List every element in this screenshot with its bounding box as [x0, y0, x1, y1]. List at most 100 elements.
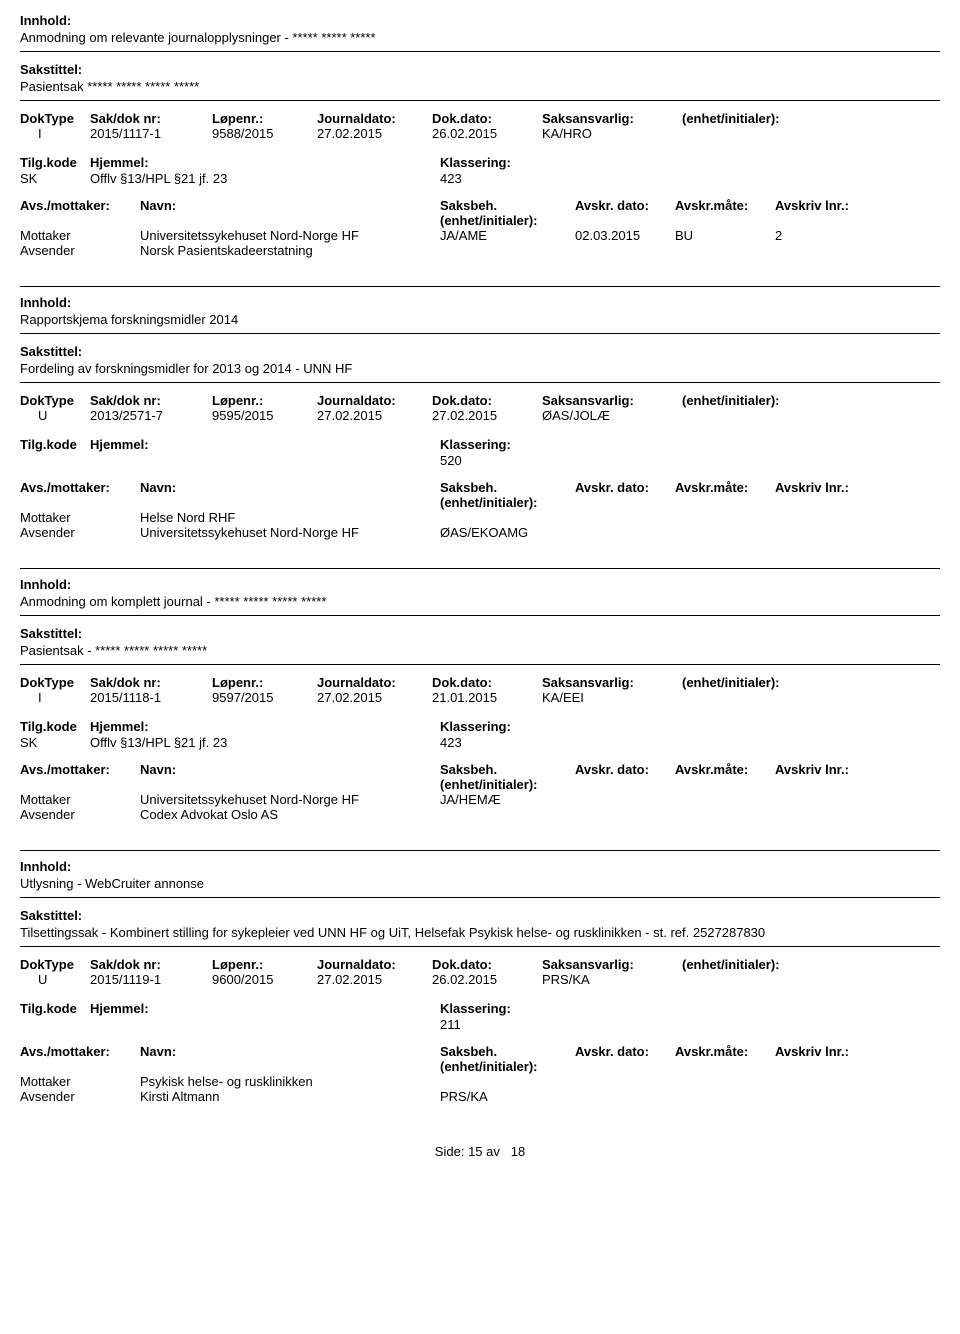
divider	[20, 897, 940, 898]
dokdato-value: 26.02.2015	[432, 126, 542, 141]
party-header-row: Avs./mottaker:Navn:Saksbeh. (enhet/initi…	[20, 1044, 940, 1074]
doktype-value: I	[20, 690, 90, 705]
dokdato-header: Dok.dato:	[432, 957, 542, 972]
hjemmel-header: Hjemmel:	[90, 437, 440, 452]
meta-data-row: I2015/1117-19588/201527.02.201526.02.201…	[20, 126, 940, 141]
party-code	[440, 1074, 575, 1089]
avsmottaker-header: Avs./mottaker:	[20, 480, 140, 510]
saksansvarlig-header: Saksansvarlig:	[542, 675, 682, 690]
hjemmel-value	[90, 1017, 440, 1032]
avsmottaker-header: Avs./mottaker:	[20, 762, 140, 792]
classification-data-row: SKOfflv §13/HPL §21 jf. 23423	[20, 171, 940, 186]
klassering-header: Klassering:	[440, 437, 640, 452]
page-number: 15	[468, 1144, 482, 1159]
party-date	[575, 807, 675, 822]
party-num	[775, 1074, 825, 1089]
party-bu	[675, 525, 775, 540]
party-num: 2	[775, 228, 825, 243]
avskrivlnr-header: Avskriv lnr.:	[775, 1044, 875, 1074]
divider	[20, 615, 940, 616]
party-num	[775, 807, 825, 822]
enhet-value	[682, 690, 852, 705]
divider	[20, 51, 940, 52]
party-name: Codex Advokat Oslo AS	[140, 807, 440, 822]
sakstittel-label: Sakstittel:	[20, 62, 940, 77]
journaldato-value: 27.02.2015	[317, 408, 432, 423]
party-num	[775, 525, 825, 540]
party-header-row: Avs./mottaker:Navn:Saksbeh. (enhet/initi…	[20, 762, 940, 792]
tilgkode-value: SK	[20, 171, 90, 186]
party-bu	[675, 807, 775, 822]
avskrdato-header: Avskr. dato:	[575, 198, 675, 228]
party-name: Helse Nord RHF	[140, 510, 440, 525]
meta-data-row: I2015/1118-19597/201527.02.201521.01.201…	[20, 690, 940, 705]
sakstittel-value: Pasientsak ***** ***** ***** *****	[20, 79, 940, 94]
party-bu: BU	[675, 228, 775, 243]
saksansvarlig-header: Saksansvarlig:	[542, 957, 682, 972]
doktype-header: DokType	[20, 957, 90, 972]
tilgkode-header: Tilg.kode	[20, 719, 90, 734]
enhet-header: (enhet/initialer):	[682, 675, 852, 690]
party-num	[775, 792, 825, 807]
avskrivlnr-header: Avskriv lnr.:	[775, 762, 875, 792]
party-role: Avsender	[20, 1089, 140, 1104]
innhold-label: Innhold:	[20, 859, 940, 874]
saksansvarlig-value: KA/EEI	[542, 690, 682, 705]
divider	[20, 333, 940, 334]
divider	[20, 100, 940, 101]
sakstittel-label: Sakstittel:	[20, 626, 940, 641]
saksbeh-header: Saksbeh. (enhet/initialer):	[440, 1044, 575, 1074]
meta-header-row: DokTypeSak/dok nr:Løpenr.:Journaldato:Do…	[20, 957, 940, 972]
meta-header-row: DokTypeSak/dok nr:Løpenr.:Journaldato:Do…	[20, 675, 940, 690]
party-header-row: Avs./mottaker:Navn:Saksbeh. (enhet/initi…	[20, 198, 940, 228]
party-data-row: AvsenderKirsti AltmannPRS/KA	[20, 1089, 940, 1104]
classification-header-row: Tilg.kodeHjemmel:Klassering:	[20, 155, 940, 170]
party-date	[575, 510, 675, 525]
saksansvarlig-header: Saksansvarlig:	[542, 111, 682, 126]
party-data-row: AvsenderUniversitetssykehuset Nord-Norge…	[20, 525, 940, 540]
divider	[20, 946, 940, 947]
classification-header-row: Tilg.kodeHjemmel:Klassering:	[20, 437, 940, 452]
saknr-value: 2015/1117-1	[90, 126, 212, 141]
klassering-value: 520	[440, 453, 640, 468]
party-role: Mottaker	[20, 1074, 140, 1089]
journaldato-header: Journaldato:	[317, 675, 432, 690]
meta-header-row: DokTypeSak/dok nr:Løpenr.:Journaldato:Do…	[20, 111, 940, 126]
party-num	[775, 1089, 825, 1104]
hjemmel-value: Offlv §13/HPL §21 jf. 23	[90, 735, 440, 750]
dokdato-header: Dok.dato:	[432, 675, 542, 690]
journaldato-header: Journaldato:	[317, 393, 432, 408]
avsmottaker-header: Avs./mottaker:	[20, 1044, 140, 1074]
sakstittel-value: Tilsettingssak - Kombinert stilling for …	[20, 925, 940, 940]
side-label: Side:	[435, 1144, 465, 1159]
tilgkode-value: SK	[20, 735, 90, 750]
hjemmel-header: Hjemmel:	[90, 1001, 440, 1016]
party-name: Universitetssykehuset Nord-Norge HF	[140, 525, 440, 540]
saksansvarlig-value: ØAS/JOLÆ	[542, 408, 682, 423]
avskrdato-header: Avskr. dato:	[575, 762, 675, 792]
lopenr-value: 9588/2015	[212, 126, 317, 141]
party-role: Mottaker	[20, 510, 140, 525]
party-num	[775, 510, 825, 525]
avskrdato-header: Avskr. dato:	[575, 480, 675, 510]
saksbeh-header: Saksbeh. (enhet/initialer):	[440, 198, 575, 228]
party-num	[775, 243, 825, 258]
meta-data-row: U2013/2571-79595/201527.02.201527.02.201…	[20, 408, 940, 423]
party-date	[575, 525, 675, 540]
avskrdato-header: Avskr. dato:	[575, 1044, 675, 1074]
enhet-header: (enhet/initialer):	[682, 393, 852, 408]
enhet-value	[682, 126, 852, 141]
party-code: JA/AME	[440, 228, 575, 243]
doktype-header: DokType	[20, 393, 90, 408]
journaldato-value: 27.02.2015	[317, 972, 432, 987]
record: Innhold:Anmodning om relevante journalop…	[20, 13, 940, 258]
avskrivlnr-header: Avskriv lnr.:	[775, 480, 875, 510]
klassering-value: 423	[440, 735, 640, 750]
party-code: ØAS/EKOAMG	[440, 525, 575, 540]
dokdato-value: 21.01.2015	[432, 690, 542, 705]
avskrmate-header: Avskr.måte:	[675, 198, 775, 228]
avskrmate-header: Avskr.måte:	[675, 480, 775, 510]
avsmottaker-header: Avs./mottaker:	[20, 198, 140, 228]
tilgkode-value	[20, 453, 90, 468]
avskrivlnr-header: Avskriv lnr.:	[775, 198, 875, 228]
